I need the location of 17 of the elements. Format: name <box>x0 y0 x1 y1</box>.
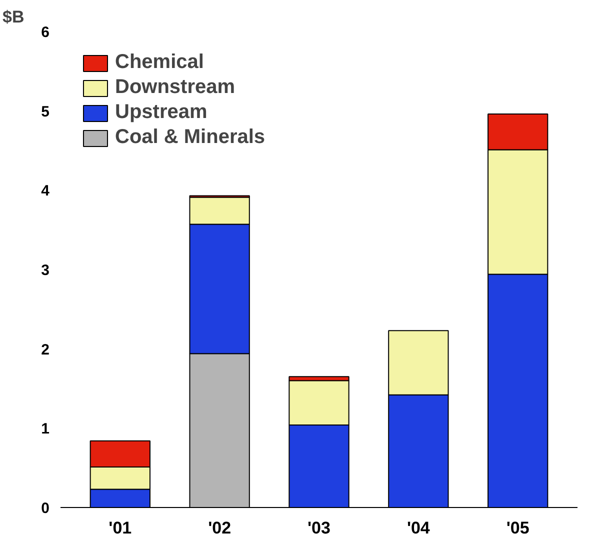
legend-label: Coal & Minerals <box>115 126 266 149</box>
y-tick-label: 2 <box>41 341 50 358</box>
x-tick-label: '05 <box>506 518 530 538</box>
legend-label: Chemical <box>115 51 204 74</box>
legend-label: Upstream <box>115 101 208 124</box>
legend-label: Downstream <box>115 76 236 99</box>
x-tick-label: '02 <box>208 518 232 538</box>
x-tick-label: '03 <box>308 518 330 538</box>
y-axis-title: $B <box>2 8 24 26</box>
y-tick-label: 4 <box>41 182 50 200</box>
x-tick-label: '04 <box>406 518 430 538</box>
y-tick-label: 3 <box>41 262 50 279</box>
y-tick-label: 6 <box>41 24 50 41</box>
x-tick-label: '01 <box>108 518 132 538</box>
y-tick-label: 0 <box>41 500 50 517</box>
y-tick-label: 5 <box>41 103 50 120</box>
y-tick-label: 1 <box>41 420 50 438</box>
